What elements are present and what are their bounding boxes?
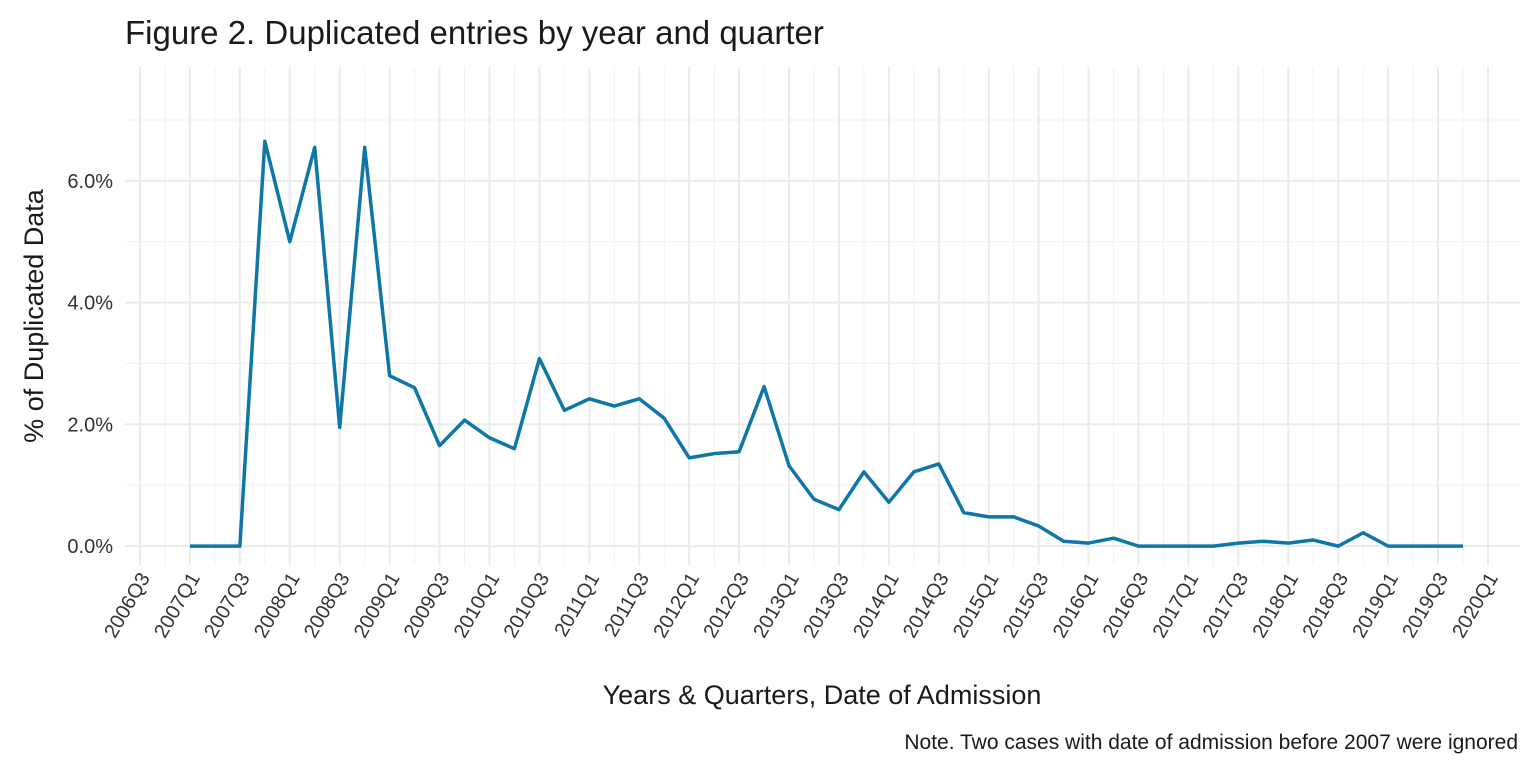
x-tick-label: 2009Q1 <box>350 569 405 642</box>
x-tick-label: 2015Q3 <box>999 569 1054 642</box>
data-line <box>189 139 1464 548</box>
y-axis-title: % of Duplicated Data <box>19 188 49 443</box>
x-tick-label: 2017Q3 <box>1199 569 1254 642</box>
y-tick-label: 0.0% <box>67 536 113 558</box>
x-tick-label: 2007Q3 <box>200 569 255 642</box>
x-tick-label: 2013Q1 <box>749 569 804 642</box>
x-tick-label: 2008Q1 <box>250 569 305 642</box>
note: Note. Two cases with date of admission b… <box>904 731 1518 754</box>
x-tick-label: 2006Q3 <box>100 569 155 642</box>
x-tick-label: 2014Q1 <box>849 569 904 642</box>
x-tick-label: 2009Q3 <box>400 569 455 642</box>
x-tick-label: 2016Q3 <box>1099 569 1154 642</box>
x-tick-label: 2012Q3 <box>699 569 754 642</box>
x-tick-label: 2015Q1 <box>949 569 1004 642</box>
x-tick-label: 2016Q1 <box>1049 569 1104 642</box>
y-tick-label: 6.0% <box>67 171 113 193</box>
x-tick-label: 2013Q3 <box>799 569 854 642</box>
x-tick-label: 2014Q3 <box>899 569 954 642</box>
x-tick-label: 2011Q1 <box>550 569 604 640</box>
x-tick-label: 2010Q1 <box>450 569 505 642</box>
x-tick-label: 2007Q1 <box>150 569 205 642</box>
x-tick-label: 2008Q3 <box>300 569 355 642</box>
x-tick-label: 2017Q1 <box>1149 569 1204 642</box>
x-axis-title: Years & Quarters, Date of Admission <box>603 680 1042 710</box>
y-tick-label: 2.0% <box>67 414 113 436</box>
x-tick-label: 2020Q1 <box>1448 569 1503 642</box>
x-tick-label: 2011Q3 <box>600 569 654 640</box>
y-tick-label: 4.0% <box>67 293 113 315</box>
x-tick-label: 2012Q1 <box>649 569 704 642</box>
x-tick-label: 2019Q1 <box>1348 569 1403 642</box>
chart-title: Figure 2. Duplicated entries by year and… <box>125 14 824 51</box>
x-tick-label: 2019Q3 <box>1398 569 1453 642</box>
x-tick-label: 2018Q3 <box>1298 569 1353 642</box>
x-tick-label: 2010Q3 <box>500 569 555 642</box>
x-tick-label: 2018Q1 <box>1249 569 1304 642</box>
